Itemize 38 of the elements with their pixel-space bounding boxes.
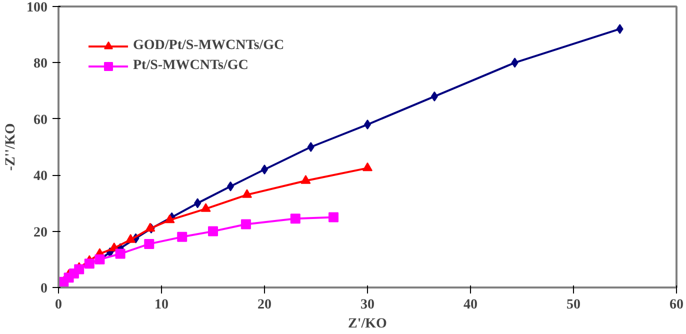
point [240, 219, 251, 230]
x-tick-label: 60 [670, 298, 684, 312]
point [616, 24, 624, 34]
y-tick-label: 60 [34, 112, 48, 128]
point [164, 214, 175, 224]
y-tick-label: 20 [34, 225, 48, 240]
x-tick-label: 50 [566, 298, 580, 312]
y-tick-label: 40 [34, 169, 48, 184]
point [74, 264, 84, 274]
x-tick-label: 40 [464, 298, 478, 312]
point [200, 203, 211, 212]
point [242, 189, 252, 198]
point [177, 232, 188, 242]
point [194, 198, 202, 208]
x-tick-label: 0 [55, 298, 62, 312]
point [145, 222, 156, 232]
y-tick-label: 80 [34, 56, 48, 72]
point [328, 212, 339, 222]
point [208, 226, 218, 236]
point [144, 238, 154, 249]
y-axis-title: -Z''/KO [4, 123, 18, 171]
point [115, 248, 126, 259]
point [290, 214, 300, 224]
point [430, 91, 438, 102]
legend-label: GOD/Pt/S-MWCNTs/GC [133, 38, 284, 54]
y-tick-label: 100 [26, 0, 48, 16]
x-tick-label: 30 [360, 298, 374, 312]
point [511, 58, 518, 68]
x-tick-label: 20 [258, 298, 272, 312]
x-tick-label: 10 [154, 298, 168, 312]
point [126, 234, 136, 243]
point [362, 162, 372, 172]
point [300, 175, 311, 184]
x-axis-title: Z'/KO [348, 316, 388, 332]
legend-label: Pt/S-MWCNTs/GC [133, 58, 248, 74]
point [307, 142, 314, 152]
point [227, 181, 234, 192]
y-tick-label: 0 [40, 282, 48, 296]
